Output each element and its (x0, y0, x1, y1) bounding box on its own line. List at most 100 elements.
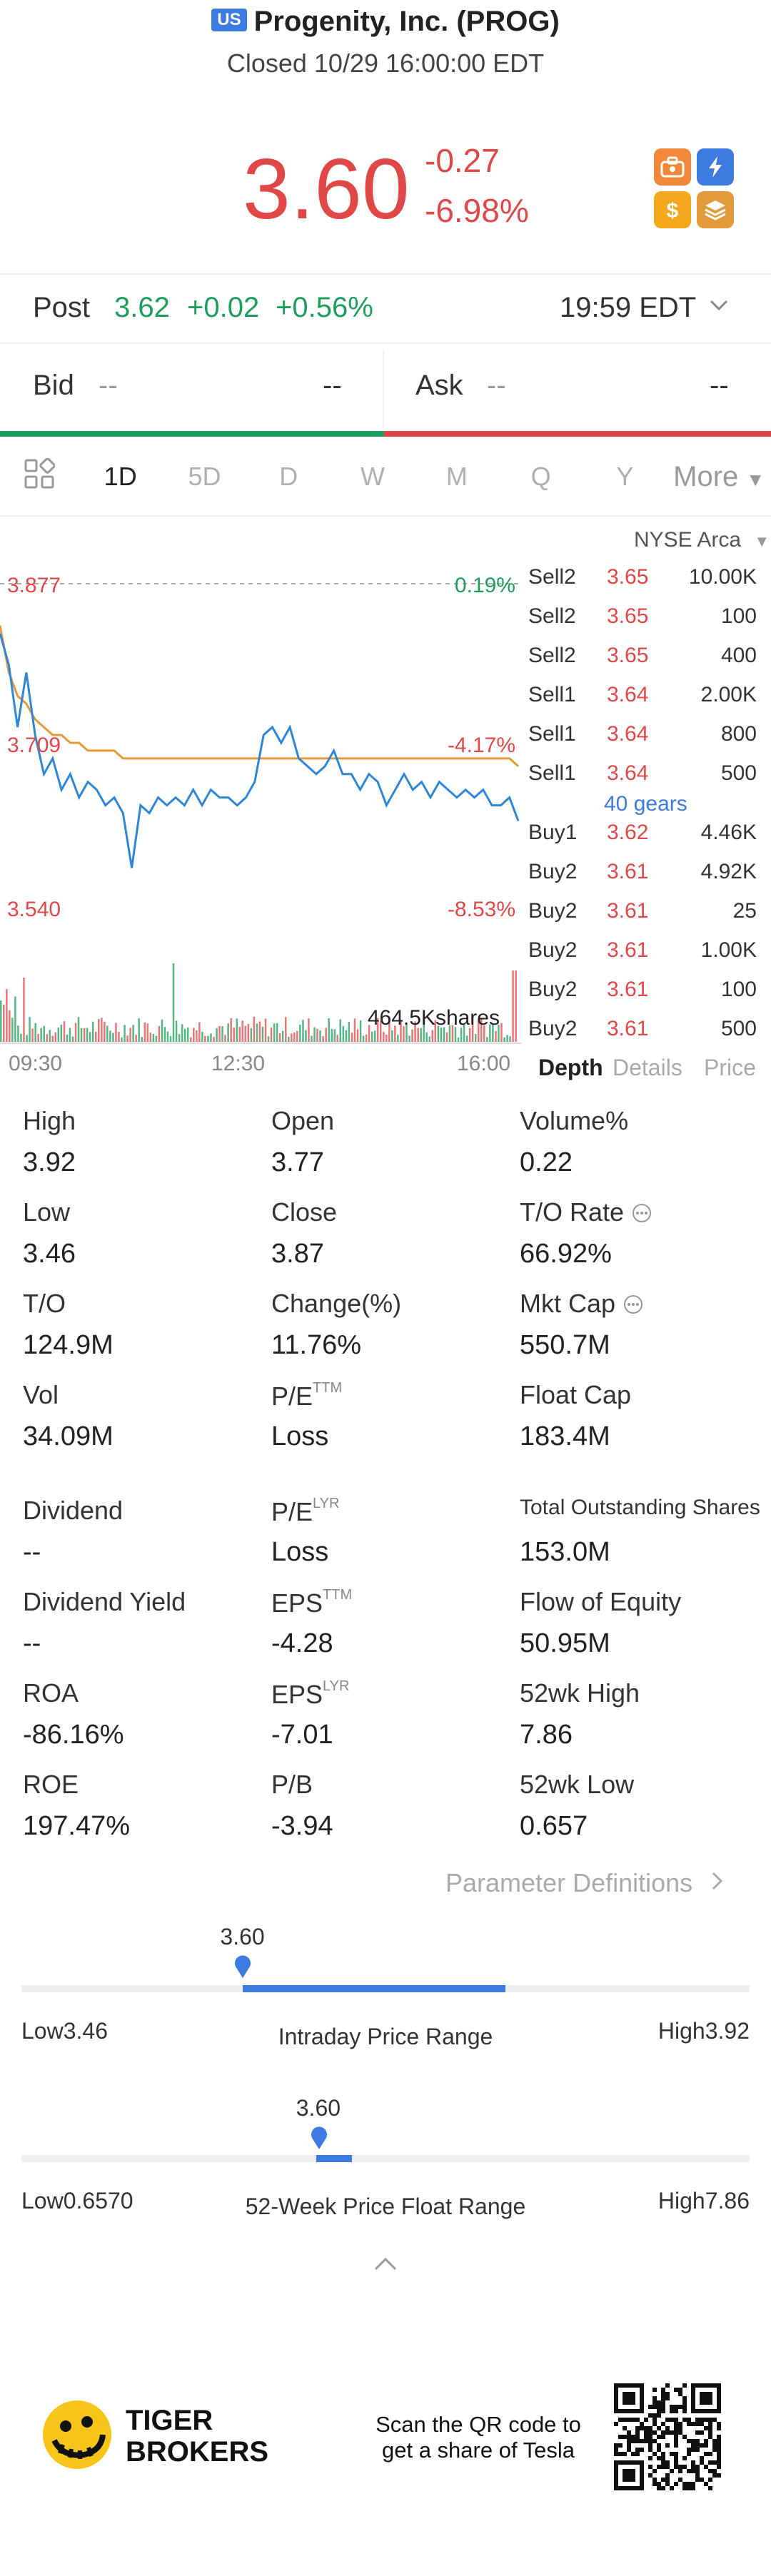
volume-bar (408, 1035, 410, 1042)
volume-bar (365, 1035, 368, 1042)
volume-bar (431, 1030, 433, 1042)
volume-bar (270, 1028, 273, 1042)
info-icon[interactable] (623, 1289, 644, 1318)
stat-label-text: 52wk High (520, 1678, 640, 1708)
volume-bar (86, 1028, 89, 1042)
tab-price[interactable]: Price (704, 1055, 756, 1080)
stat-label-high: High (23, 1106, 76, 1136)
buy-order-price: 3.62 (607, 821, 649, 844)
volume-bar (500, 1023, 503, 1042)
volume-bar (388, 1017, 390, 1042)
buy-order-row: Buy2 3.61 25 (528, 892, 771, 930)
x-tick-mid: 12:30 (211, 1052, 266, 1075)
volume-bar (319, 1030, 321, 1042)
price-change-percent: -6.98% (425, 192, 529, 229)
exchange-selector[interactable]: NYSE Arca ▼ (634, 528, 770, 552)
volume-bar (227, 1023, 229, 1042)
stat-label-text: EPS (271, 1588, 323, 1618)
chevron-down-icon[interactable] (707, 292, 731, 324)
volume-bar (368, 1025, 371, 1042)
stat-label-text: Volume% (520, 1106, 629, 1135)
briefcase-icon[interactable] (654, 148, 691, 186)
buy-order-qty: 4.92K (700, 860, 757, 883)
tab-m[interactable]: M (445, 462, 468, 491)
volume-bar (233, 1028, 235, 1042)
tab-more[interactable]: More ▼ (667, 461, 771, 493)
stat-value-mkt-cap: 550.7M (520, 1330, 610, 1360)
stat-label-eps-ttm: EPSTTM (271, 1587, 352, 1618)
sell-order-label: Sell2 (528, 604, 576, 628)
volume-bar (325, 1028, 327, 1042)
post-time: 19:59 EDT (560, 292, 697, 323)
volume-bar (296, 1030, 298, 1042)
lightning-icon[interactable] (697, 148, 734, 186)
intraday-chart[interactable]: 3.877 3.709 3.540 0.19% -4.17% -8.53% 46… (0, 564, 528, 1063)
tab-d[interactable]: D (279, 462, 298, 491)
volume-bar (420, 1028, 422, 1042)
volume-bar (216, 1028, 218, 1042)
volume-bar (181, 1024, 183, 1042)
volume-bar (515, 970, 517, 1042)
stat-label-superscript: LYR (313, 1496, 340, 1511)
sell-order-qty: 400 (720, 644, 757, 667)
stat-value-p-e-lyr: Loss (271, 1537, 329, 1567)
volume-bar (256, 1023, 258, 1042)
intraday-range-track (21, 1985, 750, 1992)
stat-value-float-cap: 183.4M (520, 1421, 610, 1451)
parameter-definitions-link[interactable]: Parameter Definitions (445, 1868, 725, 1898)
sell-order-row: Sell1 3.64 2.00K (528, 676, 771, 714)
stat-label-text: Float Cap (520, 1380, 632, 1409)
tab-depth[interactable]: Depth (538, 1055, 603, 1080)
volume-bar (43, 1025, 45, 1042)
sell-order-qty: 2.00K (700, 683, 757, 706)
volume-bar (51, 1035, 54, 1042)
stat-label-superscript: TTM (323, 1587, 353, 1603)
stat-value-t-o-rate: 66.92% (520, 1239, 612, 1269)
tab-q[interactable]: Q (530, 462, 551, 491)
volume-bar (54, 1032, 57, 1042)
tab-1d[interactable]: 1D (104, 462, 137, 491)
volume-bar (204, 1035, 206, 1042)
divider (0, 273, 771, 275)
bid-size: -- (323, 370, 342, 401)
dollar-icon[interactable]: $ (654, 191, 691, 228)
tiger-logo-icon (41, 2399, 113, 2474)
volume-bar (104, 1021, 106, 1042)
volume-bar (224, 1035, 226, 1042)
average-price-line (0, 625, 519, 767)
buy-order-qty: 100 (720, 978, 757, 1001)
volume-bar (149, 1033, 152, 1042)
volume-bar (66, 1034, 69, 1042)
sell-order-label: Sell1 (528, 761, 576, 785)
grid-layout-icon[interactable] (0, 457, 79, 496)
tab-5d[interactable]: 5D (188, 462, 221, 491)
chevron-up-icon[interactable] (373, 2255, 398, 2276)
tab-y[interactable]: Y (616, 462, 634, 491)
volume-bar (158, 1025, 161, 1042)
buy-order-label: Buy2 (528, 899, 578, 923)
pct-axis-mid: -4.17% (448, 734, 515, 757)
sell-order-row: Sell2 3.65 400 (528, 637, 771, 675)
pct-axis-high: 0.19% (455, 574, 515, 597)
sell-order-price: 3.65 (607, 604, 649, 628)
volume-bar (115, 1023, 117, 1042)
info-icon[interactable] (631, 1197, 652, 1227)
exchange-label: NYSE Arca (634, 528, 742, 552)
stat-value-close: 3.87 (271, 1239, 324, 1269)
stat-value-open: 3.77 (271, 1147, 324, 1177)
volume-bar (26, 1035, 28, 1042)
volume-bar (60, 1024, 63, 1042)
post-market-row[interactable]: Post 3.62 +0.02 +0.56% 19:59 EDT (0, 282, 771, 339)
layers-icon[interactable] (697, 191, 734, 228)
volume-bar (118, 1032, 120, 1042)
parameter-definitions-label: Parameter Definitions (445, 1868, 693, 1897)
tab-details[interactable]: Details (613, 1055, 682, 1080)
volume-bar (397, 1035, 399, 1042)
sell-order-price: 3.64 (607, 761, 649, 785)
intraday-range-title: Intraday Price Range (278, 2024, 493, 2049)
volume-bar (437, 1025, 440, 1042)
volume-bar (425, 1032, 428, 1042)
volume-bar (434, 1020, 436, 1042)
volume-bar (278, 1033, 281, 1042)
tab-w[interactable]: W (361, 462, 386, 491)
